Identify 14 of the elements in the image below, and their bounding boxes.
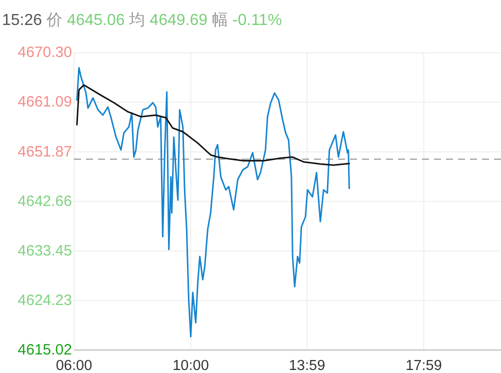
- y-tick-label: 4661.09: [18, 94, 72, 111]
- y-tick-label: 4651.87: [18, 143, 72, 160]
- y-tick-label: 4615.02: [18, 342, 72, 358]
- x-tick-label: 10:00: [172, 358, 209, 373]
- chart-title: 15:26 价 4645.06 均 4649.69 幅 -0.11%: [2, 12, 282, 29]
- x-tick-label: 13:59: [288, 358, 326, 373]
- x-tick-label: 06:00: [56, 358, 92, 373]
- y-tick-label: 4670.30: [18, 44, 72, 62]
- y-tick-label: 4633.45: [18, 242, 72, 260]
- line-series: [76, 84, 350, 166]
- x-tick-label: 17:59: [406, 358, 442, 373]
- y-tick-label: 4624.23: [18, 292, 72, 309]
- line-series: [76, 67, 350, 338]
- y-tick-label: 4642.66: [18, 192, 72, 210]
